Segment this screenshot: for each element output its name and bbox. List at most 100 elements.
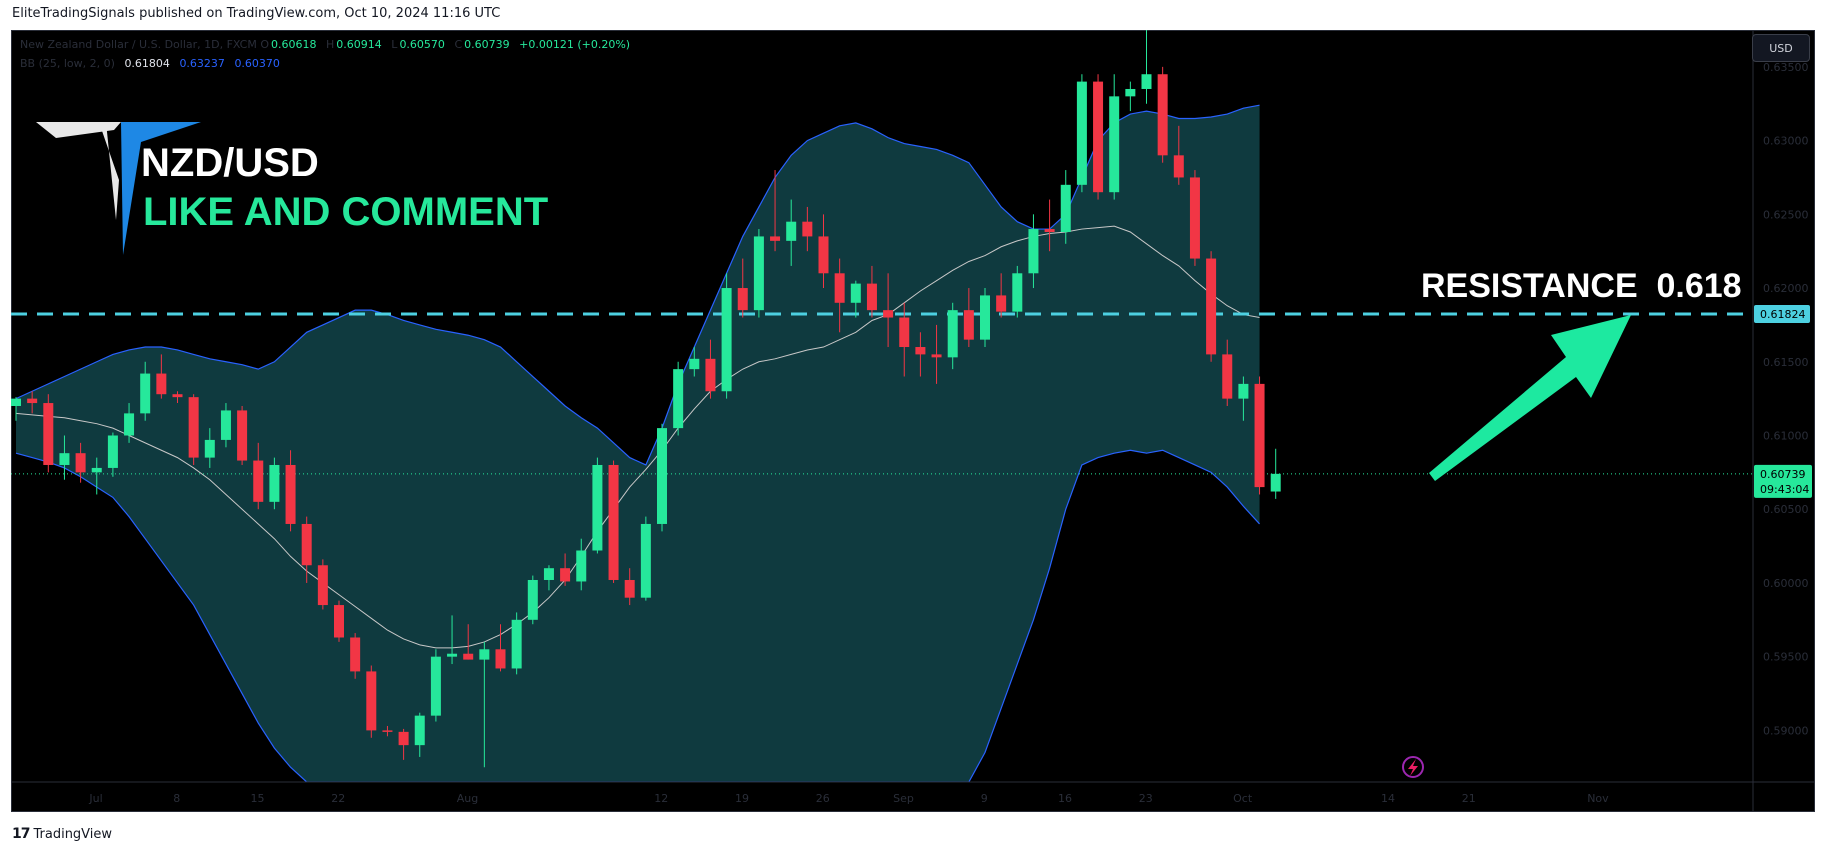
x-tick-label: 21 xyxy=(1462,792,1476,805)
x-tick-label: 8 xyxy=(173,792,180,805)
candle[interactable] xyxy=(1141,30,1152,104)
candle[interactable] xyxy=(850,280,861,318)
y-tick-label: 0.62500 xyxy=(1763,208,1809,221)
candle[interactable] xyxy=(172,391,183,404)
candle[interactable] xyxy=(947,302,958,370)
candle[interactable] xyxy=(543,565,554,591)
candle[interactable] xyxy=(1093,74,1104,200)
candle[interactable] xyxy=(931,324,942,384)
candle[interactable] xyxy=(495,624,506,672)
candle[interactable] xyxy=(204,428,215,468)
candle[interactable] xyxy=(398,728,409,760)
candle[interactable] xyxy=(1028,214,1039,289)
candle[interactable] xyxy=(1254,376,1265,495)
candle[interactable] xyxy=(608,460,619,583)
candle[interactable] xyxy=(75,442,86,483)
candle[interactable] xyxy=(27,391,38,414)
candle[interactable] xyxy=(915,332,926,377)
currency-button[interactable]: USD xyxy=(1752,34,1810,62)
countdown-label: 09:43:04 xyxy=(1760,483,1809,496)
candle[interactable] xyxy=(1060,170,1071,244)
candle[interactable] xyxy=(1270,448,1281,499)
candle[interactable] xyxy=(640,516,651,601)
candle[interactable] xyxy=(156,354,167,399)
candle[interactable] xyxy=(301,516,312,583)
candle[interactable] xyxy=(963,288,974,348)
candle[interactable] xyxy=(883,273,894,348)
candle[interactable] xyxy=(1012,265,1023,318)
candle[interactable] xyxy=(43,394,54,473)
candle[interactable] xyxy=(802,206,813,252)
candle[interactable] xyxy=(59,435,70,480)
candle[interactable] xyxy=(834,258,845,333)
candle[interactable] xyxy=(107,432,118,477)
candle[interactable] xyxy=(430,649,441,722)
candle[interactable] xyxy=(673,361,684,436)
candle[interactable] xyxy=(382,725,393,737)
x-tick-label: 19 xyxy=(735,792,749,805)
candle[interactable] xyxy=(721,273,732,399)
candle[interactable] xyxy=(124,403,135,443)
candle[interactable] xyxy=(624,568,635,606)
candle[interactable] xyxy=(317,559,328,610)
candle[interactable] xyxy=(366,665,377,738)
candle[interactable] xyxy=(866,265,877,318)
candlestick-chart[interactable]: 0.63500 0.63000 0.62500 0.62000 0.61500 0.610… xyxy=(11,30,1815,812)
candle[interactable] xyxy=(253,442,264,510)
resistance-price-label: 0.61824 xyxy=(1760,308,1806,321)
candle[interactable] xyxy=(705,339,716,399)
candle[interactable] xyxy=(1173,125,1184,185)
candle[interactable] xyxy=(334,600,344,642)
candle[interactable] xyxy=(91,457,102,495)
candle[interactable] xyxy=(188,394,199,465)
candle[interactable] xyxy=(414,712,425,757)
x-tick-label: 22 xyxy=(331,792,345,805)
candle[interactable] xyxy=(140,361,151,421)
candle[interactable] xyxy=(350,633,361,679)
candle[interactable] xyxy=(1206,251,1217,362)
legend-bb-lower: 0.60370 xyxy=(234,57,280,70)
up-arrow-icon xyxy=(1429,315,1631,481)
candle[interactable] xyxy=(1238,376,1249,421)
x-tick-label: 26 xyxy=(816,792,830,805)
lightning-icon[interactable] xyxy=(1402,756,1424,778)
candle[interactable] xyxy=(1157,66,1168,163)
candle[interactable] xyxy=(237,406,248,465)
y-tick-label: 0.59000 xyxy=(1763,724,1809,737)
candle[interactable] xyxy=(269,457,280,510)
x-tick-label: 9 xyxy=(981,792,988,805)
candle[interactable] xyxy=(786,199,797,266)
bb-lower-line xyxy=(15,449,1260,782)
candle[interactable] xyxy=(576,538,587,591)
candle[interactable] xyxy=(753,229,764,318)
candle[interactable] xyxy=(657,423,667,532)
tradingview-logo-icon: 17 xyxy=(12,826,31,842)
candle[interactable] xyxy=(1222,339,1233,406)
candle[interactable] xyxy=(1076,74,1087,193)
candle[interactable] xyxy=(1109,74,1120,200)
candle[interactable] xyxy=(1189,170,1200,266)
last-price-badge xyxy=(1754,464,1812,498)
legend-high: 0.60914 xyxy=(336,38,382,51)
candle[interactable] xyxy=(592,457,603,554)
candle[interactable] xyxy=(511,612,522,675)
candle[interactable] xyxy=(996,273,1007,318)
candle[interactable] xyxy=(463,624,474,660)
published-line: EliteTradingSignals published on Trading… xyxy=(12,6,501,21)
candle[interactable] xyxy=(1125,81,1136,112)
candle[interactable] xyxy=(479,641,490,768)
candle[interactable] xyxy=(447,615,458,665)
candle[interactable] xyxy=(560,553,571,586)
x-tick-label: Sep xyxy=(893,792,914,805)
candle[interactable] xyxy=(220,403,231,448)
candle[interactable] xyxy=(1044,199,1055,252)
candle[interactable] xyxy=(285,450,296,532)
candle[interactable] xyxy=(770,170,781,252)
candle[interactable] xyxy=(899,302,910,377)
candle[interactable] xyxy=(980,288,990,348)
candle[interactable] xyxy=(737,258,748,318)
candle[interactable] xyxy=(818,214,829,289)
candle[interactable] xyxy=(689,347,700,377)
candle[interactable] xyxy=(527,575,538,625)
candle[interactable] xyxy=(11,397,21,421)
